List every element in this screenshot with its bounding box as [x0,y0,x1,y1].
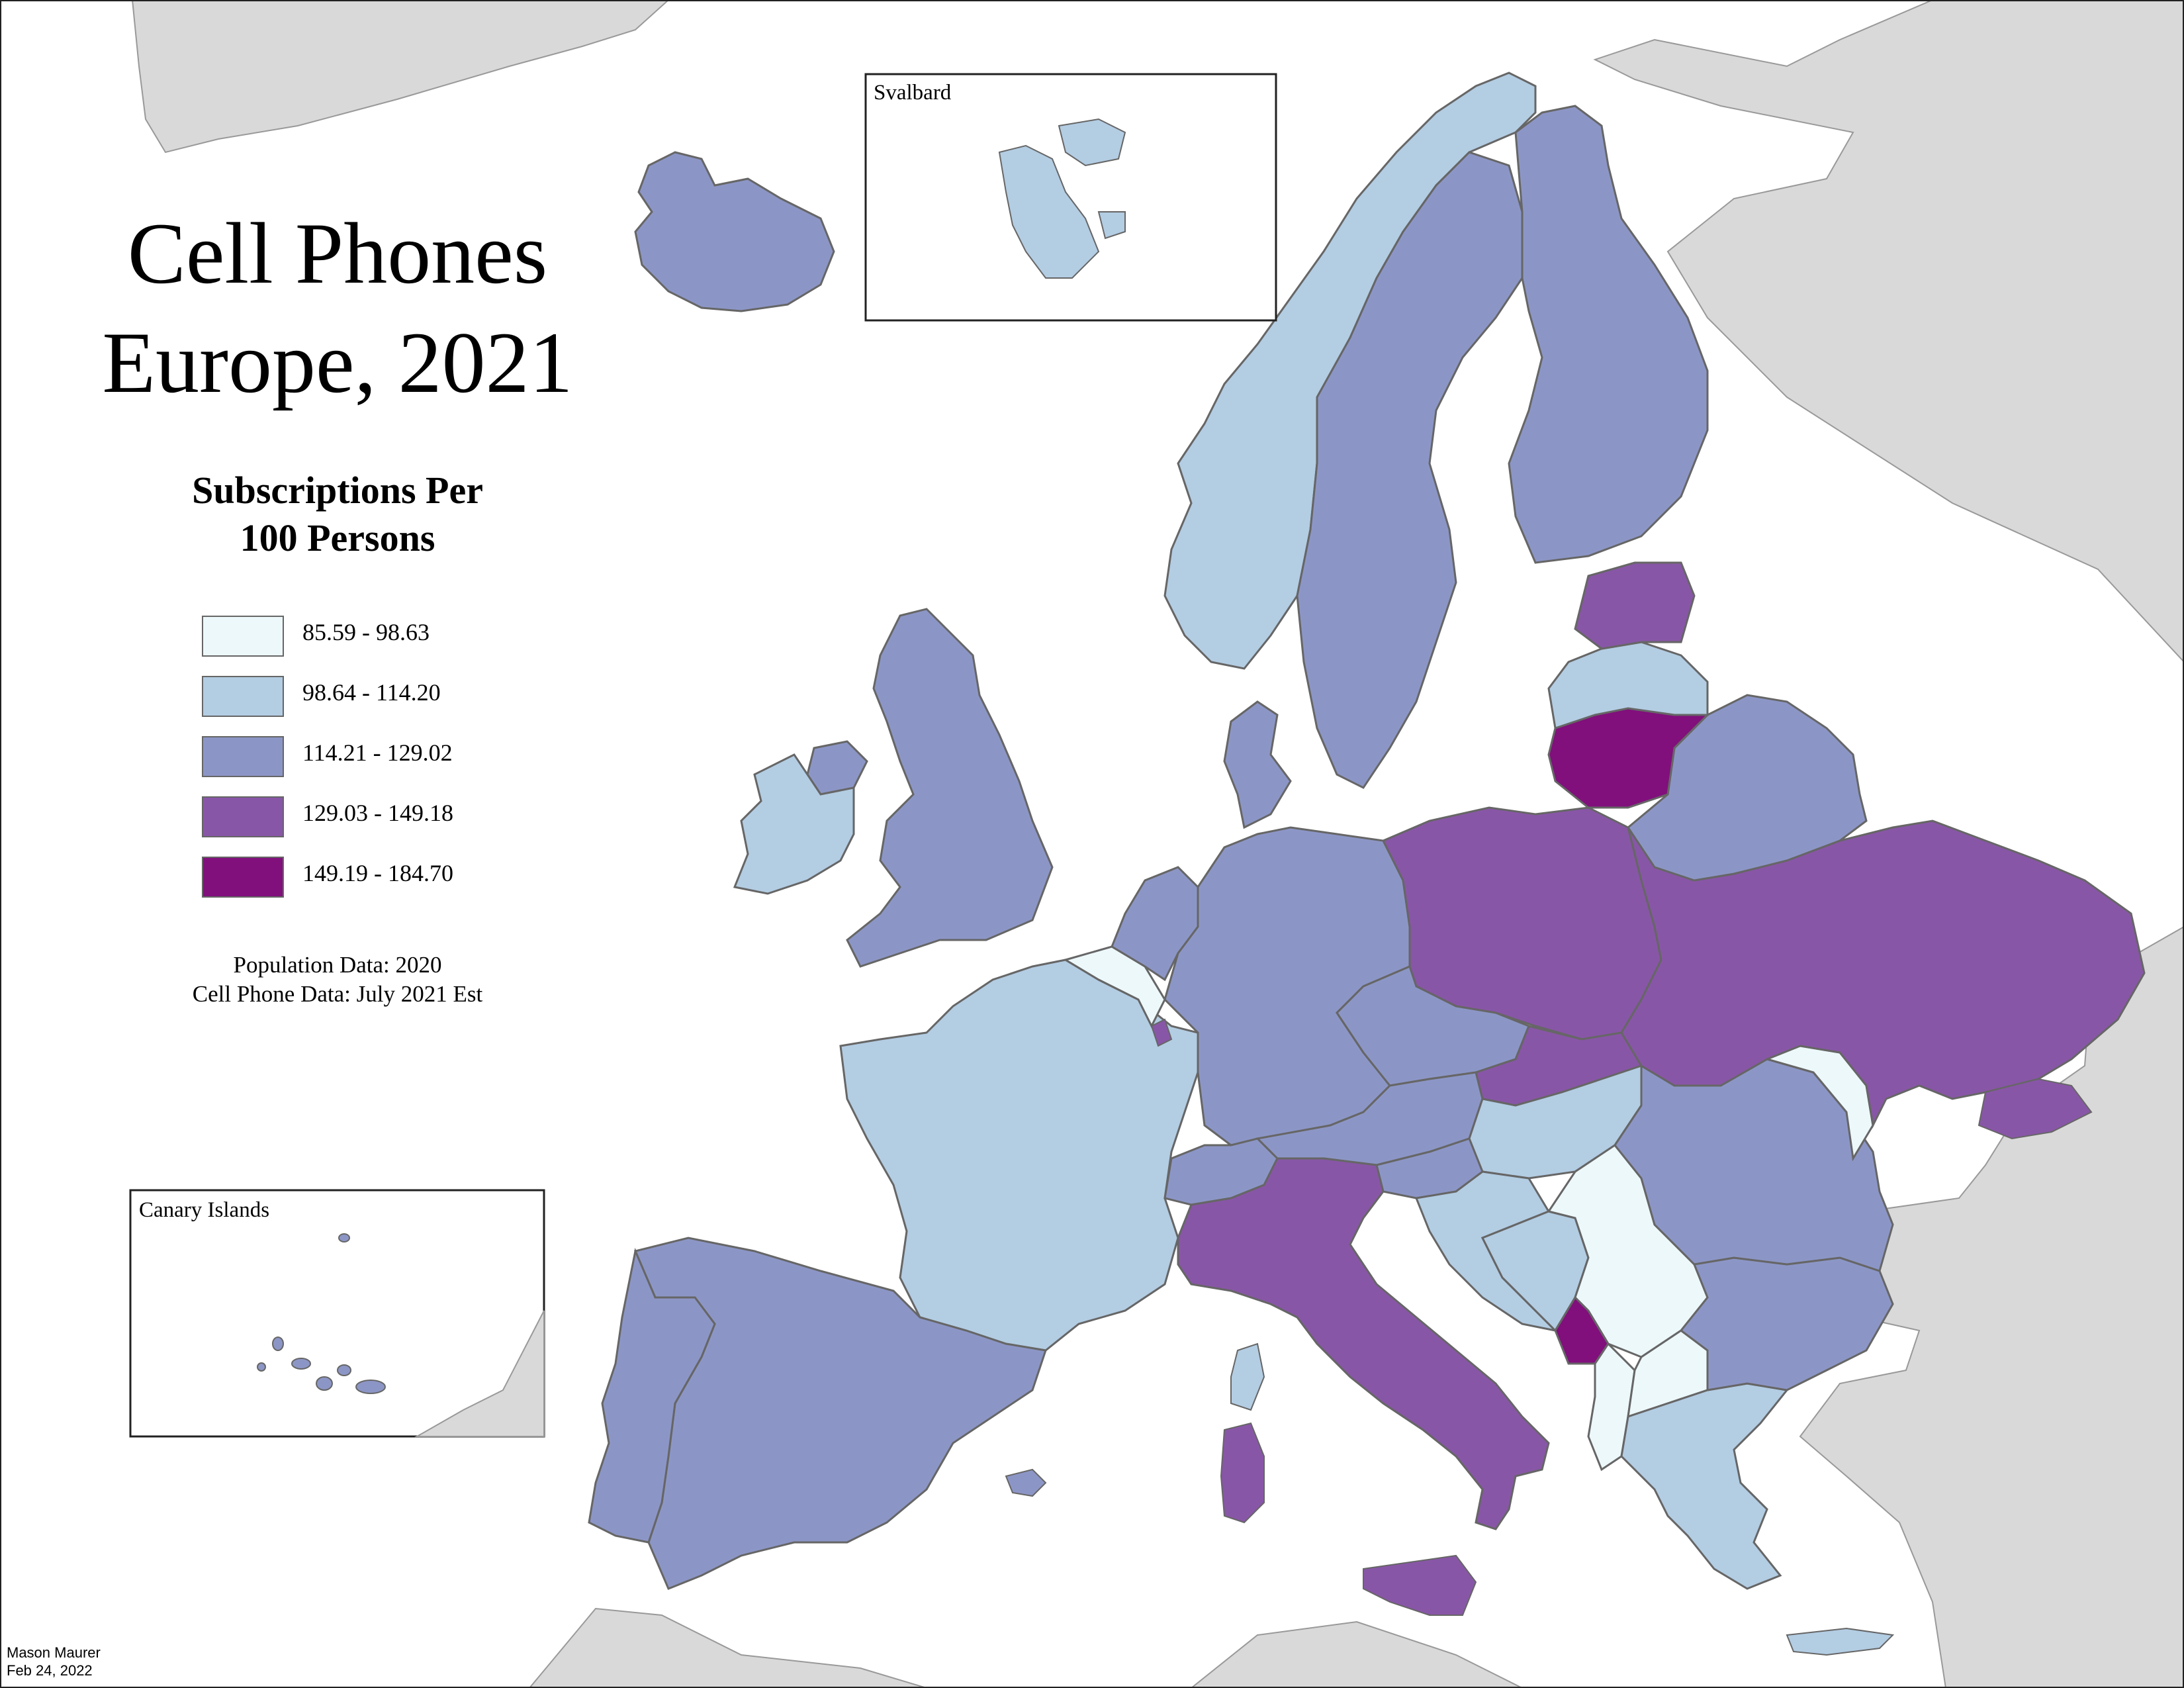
title-line-1: Cell Phones [127,205,548,302]
legend-label: 149.19 - 184.70 [302,860,453,886]
region-greece [1620,1382,1789,1590]
credit-name: Mason Maurer [7,1644,101,1661]
svalbard-label: Svalbard [874,81,952,105]
map-title: Cell Phones Europe, 2021 [40,199,635,417]
region-finland [1508,105,1709,564]
legend-item: 149.19 - 184.70 [202,857,665,902]
region-balearic-islands [1005,1468,1047,1497]
legend-title-line-2: 100 Persons [240,516,435,559]
region-sicily [1363,1554,1477,1616]
region-crimea [1978,1078,2093,1140]
region-crete [1786,1627,1895,1656]
region-portugal [588,1247,716,1544]
legend-label: 85.59 - 98.63 [302,619,430,645]
credit-date: Feb 24, 2022 [7,1662,93,1679]
region-estonia [1574,561,1696,650]
background-land [131,0,2184,1688]
region-uk [846,608,1054,968]
region-luxembourg [1150,1018,1173,1047]
region-latvia [1547,641,1709,729]
legend-item: 98.64 - 114.20 [202,676,665,721]
canary-islands-label: Canary Islands [139,1198,269,1222]
svalbard-inset: Svalbard [864,73,1277,322]
legend-label: 129.03 - 149.18 [302,800,453,826]
legend-item: 129.03 - 149.18 [202,796,665,841]
legend-title: Subscriptions Per 100 Persons [66,467,609,562]
legend-item: 114.21 - 129.02 [202,736,665,781]
region-ireland [733,753,855,895]
legend-swatch [202,676,284,717]
author-credit: Mason Maurer Feb 24, 2022 [7,1644,101,1679]
region-corsica [1230,1342,1265,1411]
region-iceland [634,151,835,312]
data-source-notes: Population Data: 2020 Cell Phone Data: J… [106,951,569,1009]
notes-line-2: Cell Phone Data: July 2021 Est [192,981,483,1007]
region-denmark [1223,700,1292,829]
legend-swatch [202,796,284,837]
region-sardinia [1220,1422,1265,1524]
legend-label: 98.64 - 114.20 [302,679,441,706]
legend-label: 114.21 - 129.02 [302,739,453,766]
legend-swatch [202,857,284,898]
legend-title-line-1: Subscriptions Per [192,469,483,512]
canary-islands-inset: Canary Islands [129,1189,545,1438]
legend-swatch [202,616,284,657]
legend-item: 85.59 - 98.63 [202,616,665,661]
legend-swatch [202,736,284,777]
region-bulgaria [1679,1256,1894,1391]
notes-line-1: Population Data: 2020 [233,952,442,978]
region-ukraine [1620,820,2146,1129]
region-sweden [1296,151,1524,789]
region-italy [1177,1157,1550,1530]
title-line-2: Europe, 2021 [102,314,573,411]
